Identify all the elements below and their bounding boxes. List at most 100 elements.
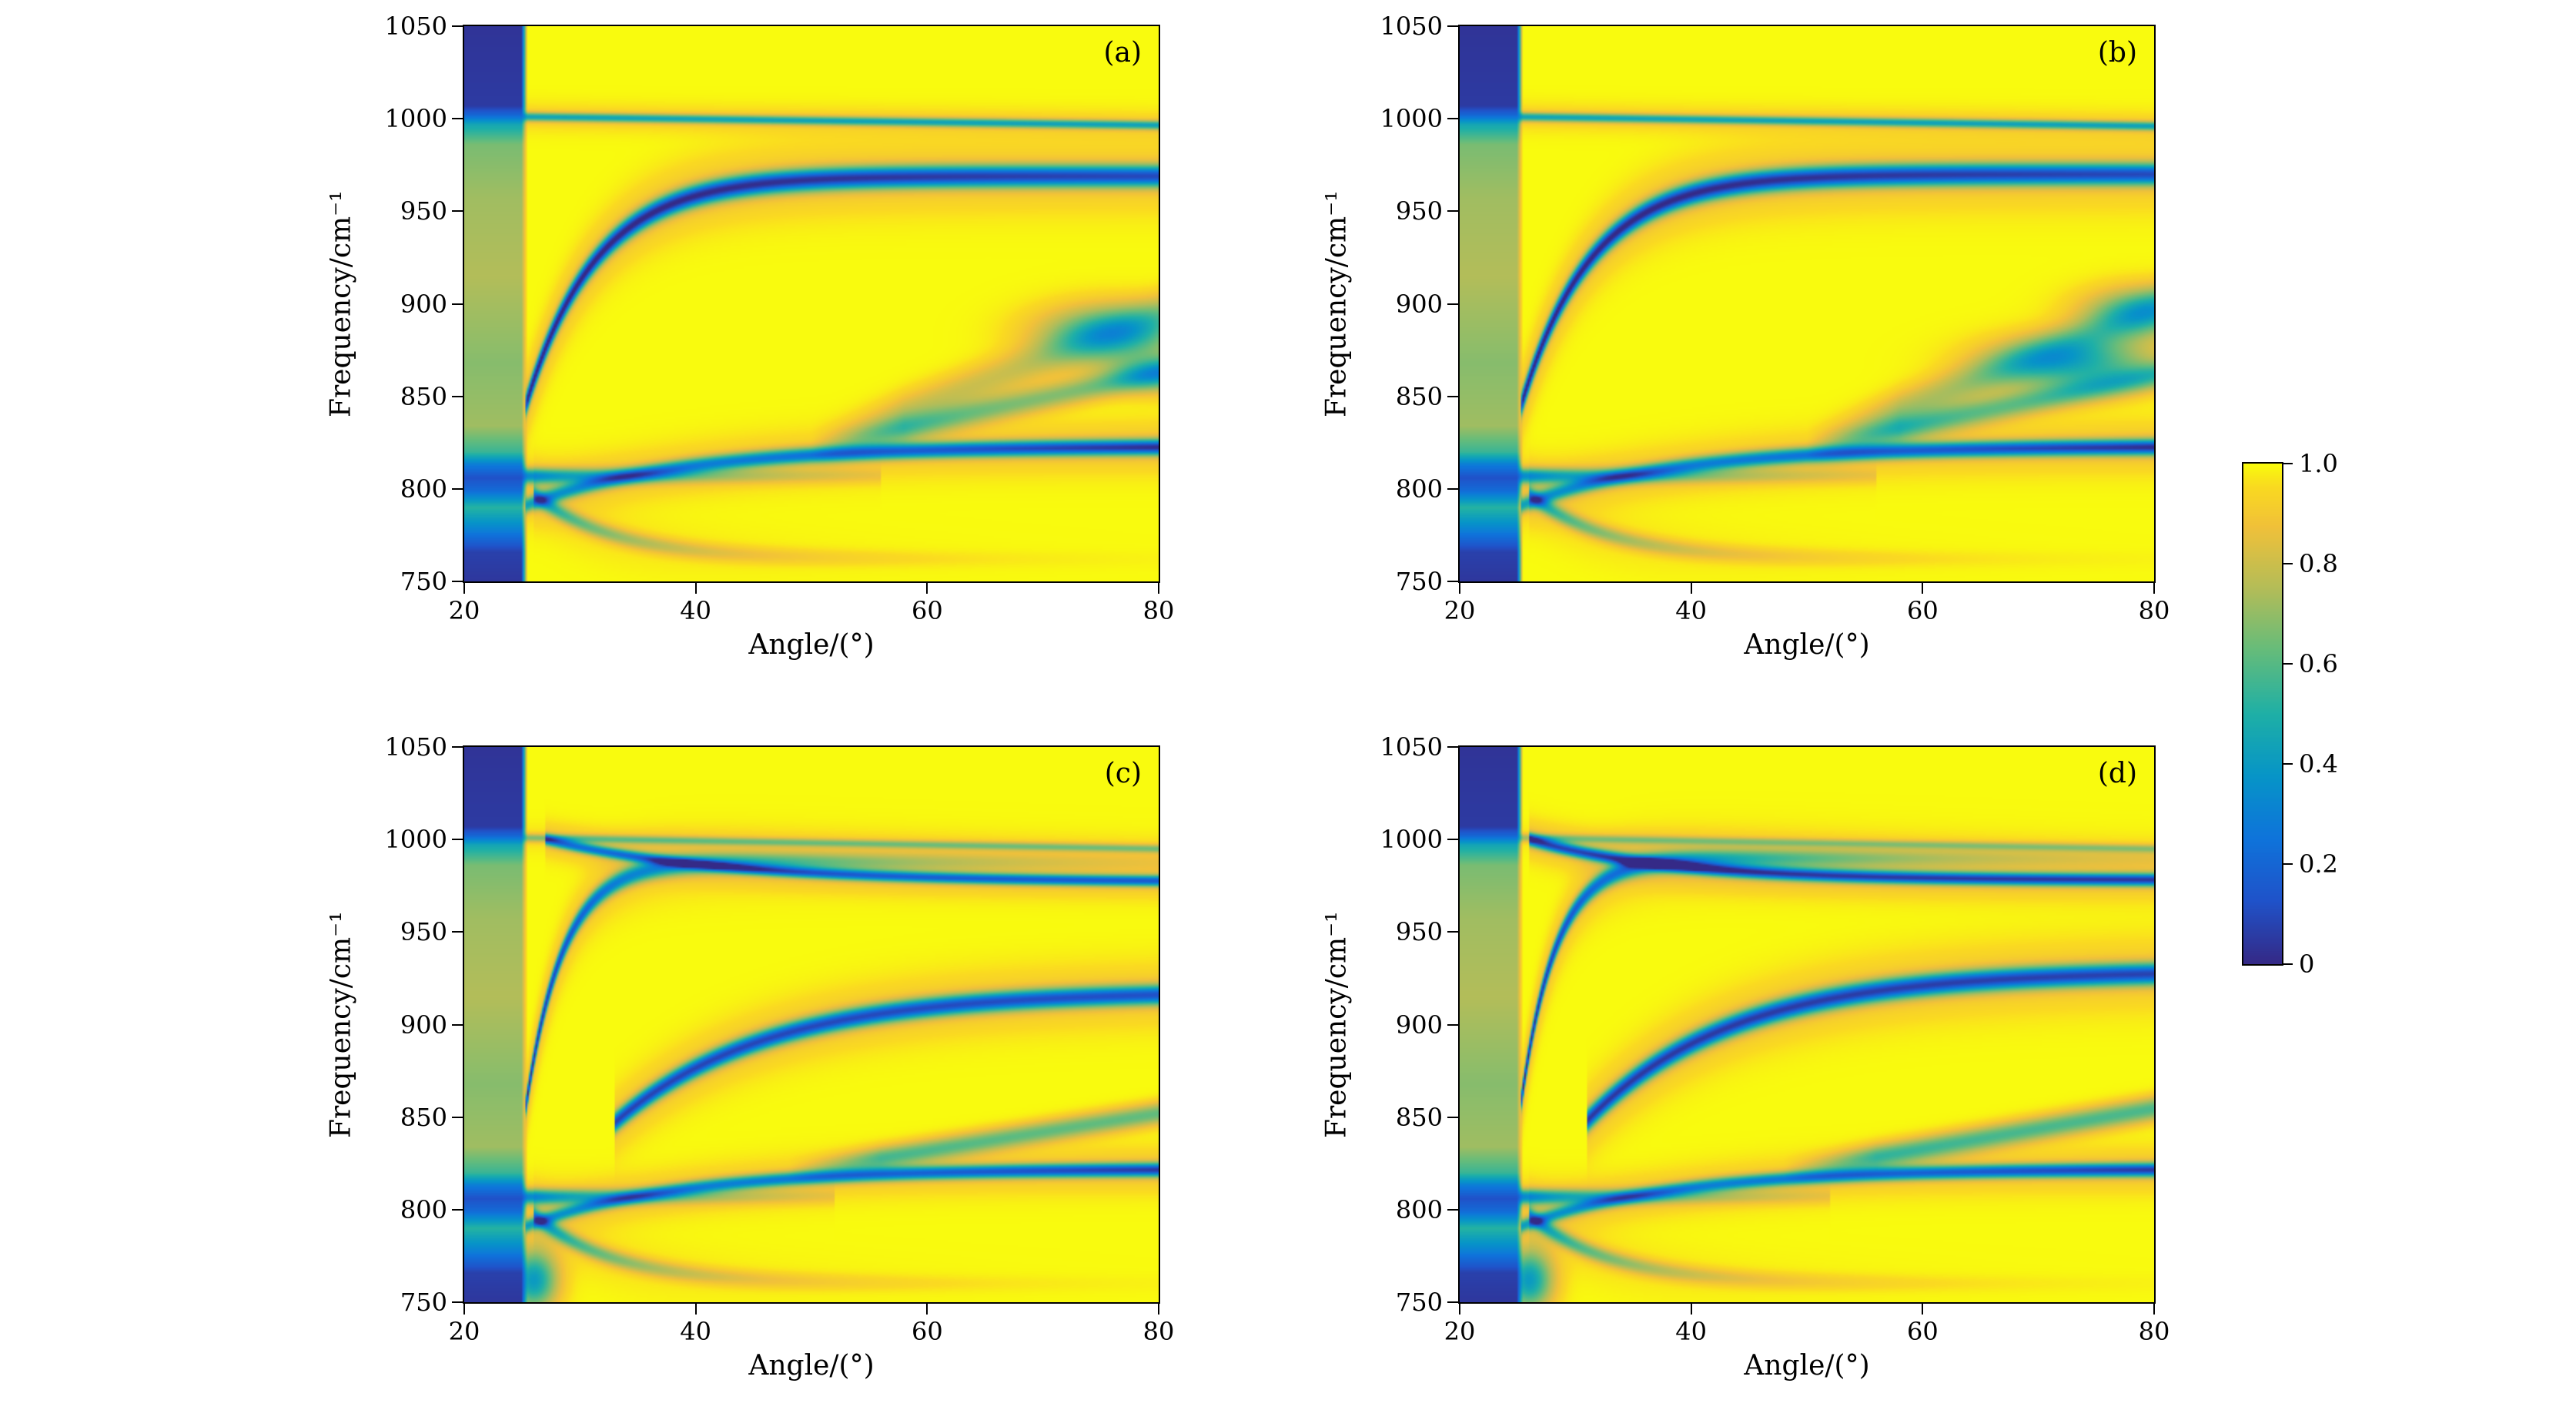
x-tick-label: 80 [1142, 1317, 1175, 1346]
panel-b: (b) Angle/(°) Frequency/cm⁻¹ 20 40 60 80 750… [1321, 12, 2170, 661]
y-tick-label: 1000 [384, 825, 447, 855]
colorbar-tick-mark [2283, 463, 2293, 464]
x-tick-label: 20 [1444, 1317, 1476, 1346]
y-tick-mark [1447, 487, 1458, 490]
y-tick-mark [452, 118, 463, 120]
y-axis-label: Frequency/cm⁻¹ [325, 190, 357, 417]
y-tick-label: 750 [400, 567, 447, 596]
y-tick-label: 1000 [1380, 825, 1443, 855]
colorbar-tick-label: 0 [2299, 949, 2315, 979]
x-tick-mark [1690, 1304, 1692, 1315]
y-tick-mark [452, 839, 463, 841]
y-tick-label: 1050 [384, 732, 447, 762]
colorbar-tick-mark [2283, 663, 2293, 665]
y-tick-label: 1050 [1380, 12, 1443, 41]
y-tick-label: 900 [400, 289, 447, 319]
x-tick-label: 60 [911, 1317, 943, 1346]
colorbar-tick-label: 0.8 [2299, 549, 2338, 578]
x-axis-label: Angle/(°) [1744, 629, 1870, 661]
panel-a: (a) Angle/(°) Frequency/cm⁻¹ 20 40 60 80 750… [326, 12, 1175, 661]
y-tick-mark [1447, 1023, 1458, 1026]
y-tick-label: 850 [1395, 1102, 1443, 1132]
colorbar: 0 0.2 0.4 0.6 0.8 1.0 [2242, 449, 2338, 979]
y-tick-mark [452, 210, 463, 213]
y-tick-mark [1447, 839, 1458, 841]
y-tick-mark [452, 1208, 463, 1211]
y-tick-mark [1447, 118, 1458, 120]
y-tick-mark [452, 25, 463, 27]
y-tick-mark [1447, 395, 1458, 397]
x-tick-label: 40 [1675, 596, 1708, 625]
y-tick-label: 800 [400, 474, 447, 504]
x-axis-label: Angle/(°) [1744, 1350, 1870, 1382]
y-tick-mark [452, 581, 463, 582]
y-tick-label: 750 [400, 1288, 447, 1317]
y-tick-label: 950 [400, 917, 447, 947]
x-tick-label: 40 [680, 596, 712, 625]
y-tick-mark [452, 931, 463, 933]
x-tick-mark [1690, 583, 1692, 594]
y-tick-label: 750 [1395, 567, 1443, 596]
x-tick-mark [1158, 583, 1159, 594]
x-tick-mark [1158, 1304, 1159, 1315]
y-tick-mark [1447, 931, 1458, 933]
x-axis-label: Angle/(°) [748, 629, 875, 661]
y-tick-mark [452, 746, 463, 748]
x-tick-label: 20 [448, 1317, 480, 1346]
y-tick-mark [1447, 746, 1458, 748]
colorbar-tick-label: 0.4 [2299, 749, 2338, 779]
panel-label-a: (a) [1103, 37, 1142, 69]
heatmap-canvas-b [1460, 26, 2154, 581]
colorbar-tick-label: 1.0 [2299, 449, 2338, 478]
y-tick-label: 1050 [1380, 732, 1443, 762]
y-tick-label: 750 [1395, 1288, 1443, 1317]
x-tick-label: 60 [1906, 596, 1939, 625]
x-tick-mark [1459, 1304, 1460, 1315]
colorbar-tick-label: 0.6 [2299, 649, 2338, 678]
y-tick-label: 900 [1395, 289, 1443, 319]
panel-label-b: (b) [2097, 37, 2137, 69]
x-tick-mark [926, 1304, 928, 1315]
colorbar-tick-label: 0.2 [2299, 849, 2338, 879]
y-tick-label: 1050 [384, 12, 447, 41]
x-tick-label: 80 [2138, 596, 2170, 625]
x-tick-mark [694, 1304, 697, 1315]
panel-label-c: (c) [1104, 758, 1142, 789]
y-tick-mark [452, 395, 463, 397]
colorbar-tick-mark [2283, 763, 2293, 765]
y-tick-mark [452, 1301, 463, 1303]
x-tick-mark [2153, 1304, 2155, 1315]
x-axis-label: Angle/(°) [748, 1350, 875, 1382]
colorbar-tick-mark [2283, 863, 2293, 865]
x-tick-label: 80 [2138, 1317, 2170, 1346]
x-tick-mark [926, 583, 928, 594]
colorbar-tick-mark [2283, 563, 2293, 564]
y-tick-mark [1447, 1301, 1458, 1303]
y-tick-label: 800 [400, 1194, 447, 1224]
y-tick-label: 900 [400, 1010, 447, 1040]
y-tick-label: 900 [1395, 1010, 1443, 1040]
y-axis-label: Frequency/cm⁻¹ [1320, 190, 1353, 417]
heatmap-canvas-d [1460, 747, 2154, 1302]
y-tick-mark [452, 1023, 463, 1026]
y-tick-label: 800 [1395, 474, 1443, 504]
y-tick-mark [1447, 210, 1458, 213]
x-tick-mark [1922, 583, 1924, 594]
y-tick-label: 950 [1395, 196, 1443, 226]
x-tick-label: 80 [1142, 596, 1175, 625]
x-tick-mark [1922, 1304, 1924, 1315]
y-tick-label: 950 [400, 196, 447, 226]
y-tick-label: 950 [1395, 917, 1443, 947]
y-tick-mark [1447, 1208, 1458, 1211]
x-tick-label: 40 [1675, 1317, 1708, 1346]
y-tick-label: 850 [400, 381, 447, 411]
y-tick-label: 1000 [384, 104, 447, 134]
x-tick-label: 40 [680, 1317, 712, 1346]
panel-d: (d) Angle/(°) Frequency/cm⁻¹ 20 40 60 80 750… [1321, 732, 2170, 1382]
heatmap-canvas-a [464, 26, 1159, 581]
y-tick-label: 850 [1395, 381, 1443, 411]
y-tick-label: 850 [400, 1102, 447, 1132]
y-axis-label: Frequency/cm⁻¹ [325, 911, 357, 1138]
x-tick-mark [694, 583, 697, 594]
